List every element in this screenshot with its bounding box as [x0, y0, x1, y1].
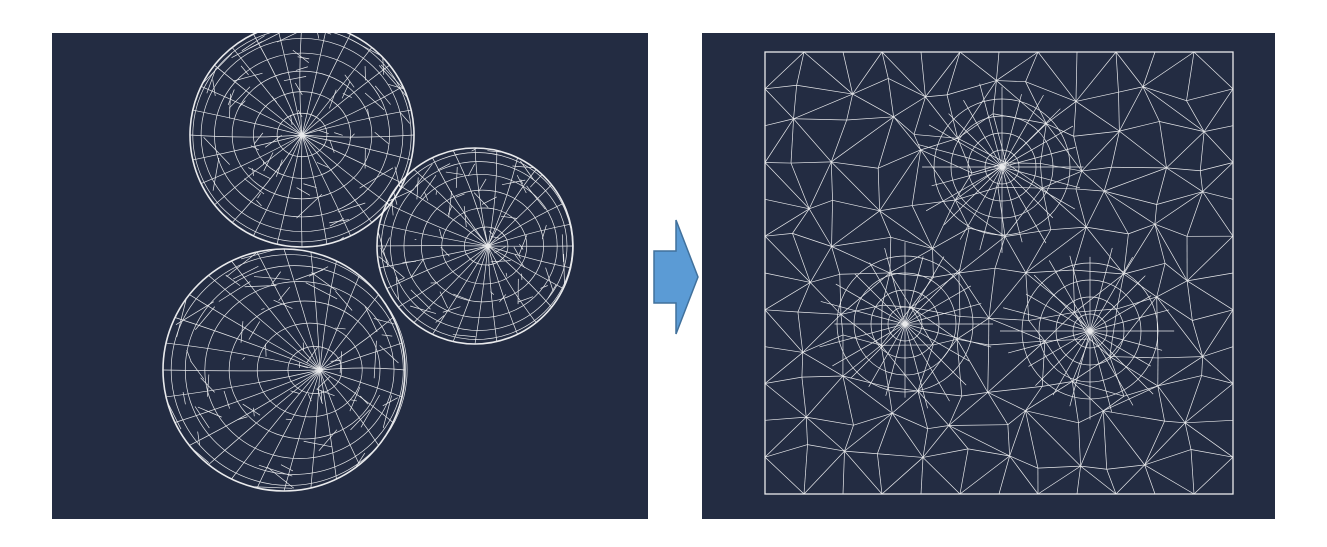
sphere-mesh-3 [162, 248, 408, 492]
sphere-mesh-2 [376, 147, 574, 345]
sphere-pole-point [485, 243, 491, 249]
square-mesh [764, 51, 1234, 495]
sphere-mesh-1 [189, 33, 415, 248]
sphere-pole-point [299, 132, 305, 138]
sphere-mesh-drawing [162, 33, 574, 492]
square-mesh-drawing [764, 51, 1234, 495]
sphere-pole-point [317, 367, 323, 373]
square-mesh-panel [702, 33, 1275, 519]
mesh-pole-3 [1000, 247, 1175, 420]
sphere-mesh-panel [52, 33, 648, 519]
right-arrow-icon [653, 219, 699, 335]
mesh-pole-1 [917, 83, 1084, 253]
mesh-pole-2 [819, 242, 994, 409]
